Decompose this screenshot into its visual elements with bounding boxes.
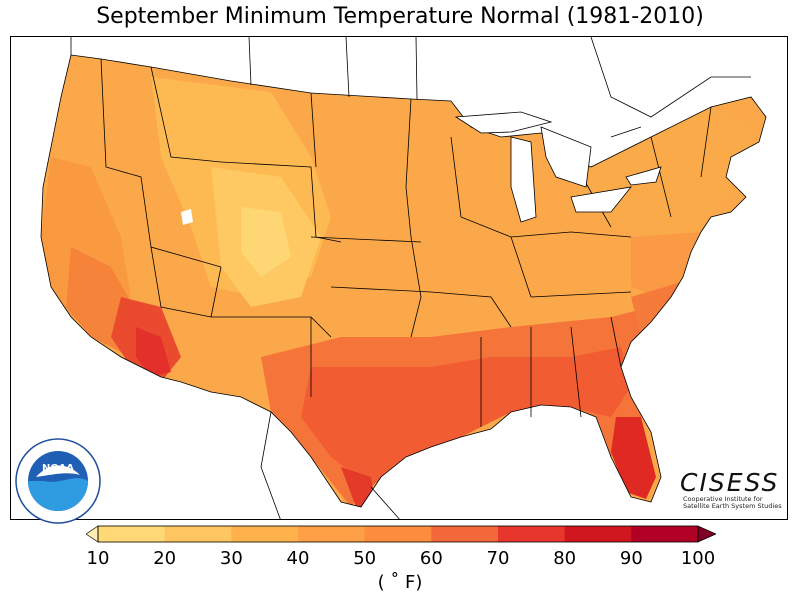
temperature-regions (41, 77, 751, 507)
colorbar-min-arrow (86, 525, 99, 543)
cisess-logo: CISESS Cooperative Institute for Satelli… (680, 470, 784, 510)
colorbar-tick-label: 60 (419, 548, 443, 569)
noaa-logo-text: NOAA (42, 463, 74, 474)
cisess-logo-name: CISESS (680, 468, 780, 497)
colorbar-tick-label: 10 (86, 548, 110, 569)
colorbar-segment (231, 526, 299, 542)
map-frame (10, 36, 788, 520)
cisess-logo-line2: Satellite Earth System Studies (683, 502, 782, 510)
colorbar-tick-label: 100 (680, 548, 716, 569)
colorbar-tick-label: 30 (219, 548, 243, 569)
temperature-map (40, 37, 767, 519)
colorbar-tick-label: 20 (153, 548, 177, 569)
colorbar-tick-label: 70 (486, 548, 510, 569)
colorbar-segment (631, 526, 699, 542)
map-title: September Minimum Temperature Normal (19… (96, 4, 704, 29)
noaa-logo: NOAA (15, 438, 101, 524)
colorbar-max-arrow (697, 525, 716, 543)
colorbar-tick-label: 80 (553, 548, 577, 569)
colorbar-segment (298, 526, 366, 542)
colorbar-segment (98, 526, 166, 542)
colorbar-tick-label: 50 (353, 548, 377, 569)
colorbar-segment (498, 526, 566, 542)
colorbar-units-label: ( ˚ F) (377, 572, 423, 593)
cisess-logo-line1: Cooperative Institute for (683, 495, 763, 503)
colorbar (86, 525, 716, 543)
colorbar-tick-label: 90 (619, 548, 643, 569)
colorbar-segment (364, 526, 432, 542)
colorbar-segment (431, 526, 499, 542)
great-lakes (454, 111, 662, 223)
colorbar-outline (97, 525, 699, 543)
colorbar-segment (564, 526, 632, 542)
salt-lake (181, 209, 193, 225)
colorbar-tick-label: 40 (286, 548, 310, 569)
canada-mexico-borders (70, 37, 751, 519)
colorbar-segment (164, 526, 232, 542)
